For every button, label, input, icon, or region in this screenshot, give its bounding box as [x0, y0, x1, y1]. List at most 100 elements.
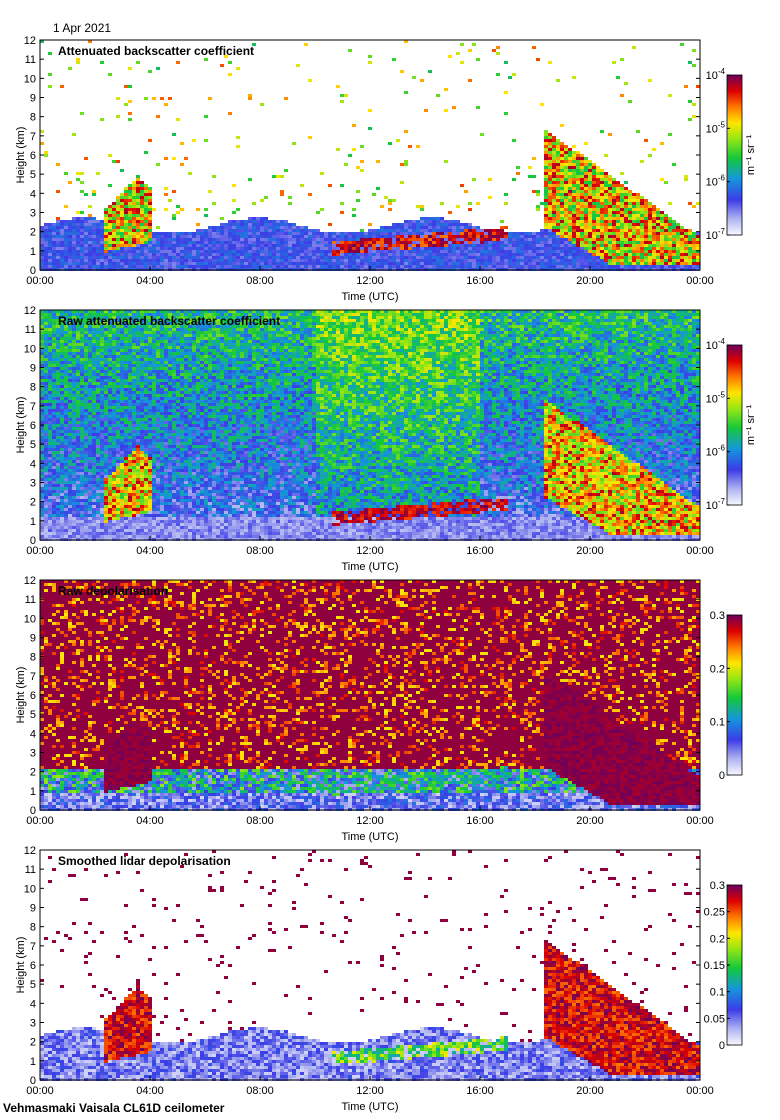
heatmap-cell: [96, 343, 100, 346]
heatmap-cell: [556, 265, 560, 268]
heatmap-cell: [88, 391, 92, 394]
heatmap-cell: [688, 100, 692, 103]
heatmap-cell: [312, 235, 316, 238]
heatmap-cell: [48, 355, 52, 358]
heatmap-cell: [608, 175, 612, 178]
heatmap-cell: [580, 247, 584, 250]
heatmap-cell: [476, 58, 480, 61]
heatmap-cell: [680, 250, 684, 253]
heatmap-cell: [500, 247, 504, 250]
heatmap-cell: [96, 382, 100, 385]
heatmap-cell: [572, 151, 576, 154]
heatmap-cell: [72, 355, 76, 358]
heatmap-cell: [40, 232, 44, 235]
heatmap-cell: [600, 199, 604, 202]
heatmap-cell: [524, 259, 528, 262]
heatmap-cell: [144, 229, 148, 232]
heatmap-cell: [232, 265, 236, 268]
heatmap-cell: [344, 265, 348, 268]
heatmap-cell: [44, 379, 48, 382]
heatmap-cell: [60, 475, 64, 478]
heatmap-cell: [60, 472, 64, 475]
heatmap-cell: [72, 493, 76, 496]
heatmap-cell: [688, 235, 692, 238]
heatmap-cell: [68, 328, 72, 331]
heatmap-cell: [568, 229, 572, 232]
heatmap-cell: [388, 250, 392, 253]
heatmap-cell: [132, 199, 136, 202]
heatmap-cell: [308, 253, 312, 256]
heatmap-cell: [484, 235, 488, 238]
heatmap-cell: [152, 256, 156, 259]
heatmap-cell: [276, 223, 280, 226]
heatmap-cell: [644, 241, 648, 244]
heatmap-cell: [192, 244, 196, 247]
heatmap-cell: [648, 217, 652, 220]
heatmap-cell: [584, 223, 588, 226]
heatmap-cell: [548, 190, 552, 193]
heatmap-cell: [692, 64, 696, 67]
heatmap-cell: [44, 385, 48, 388]
heatmap-cell: [92, 232, 96, 235]
heatmap-cell: [136, 178, 140, 181]
heatmap-cell: [128, 202, 132, 205]
heatmap-cell: [652, 226, 656, 229]
heatmap-cell: [80, 397, 84, 400]
heatmap-cell: [556, 181, 560, 184]
heatmap-cell: [60, 238, 64, 241]
heatmap-cell: [80, 508, 84, 511]
heatmap-cell: [216, 256, 220, 259]
heatmap-cell: [72, 400, 76, 403]
heatmap-cell: [592, 238, 596, 241]
heatmap-cell: [92, 226, 96, 229]
heatmap-cell: [140, 256, 144, 259]
heatmap-cell: [76, 259, 80, 262]
heatmap-cell: [212, 250, 216, 253]
heatmap-cell: [584, 205, 588, 208]
heatmap-cell: [56, 364, 60, 367]
heatmap-cell: [184, 265, 188, 268]
heatmap-cell: [580, 244, 584, 247]
heatmap-cell: [364, 235, 368, 238]
heatmap-cell: [156, 265, 160, 268]
heatmap-cell: [544, 139, 548, 142]
heatmap-cell: [48, 238, 52, 241]
heatmap-cell: [648, 229, 652, 232]
heatmap-cell: [104, 406, 108, 409]
heatmap-cell: [76, 352, 80, 355]
heatmap-cell: [120, 217, 124, 220]
heatmap-cell: [44, 508, 48, 511]
heatmap-cell: [504, 241, 508, 244]
heatmap-cell: [88, 364, 92, 367]
heatmap-cell: [48, 73, 52, 76]
heatmap-cell: [308, 235, 312, 238]
heatmap-cell: [472, 244, 476, 247]
heatmap-cell: [104, 358, 108, 361]
heatmap-cell: [496, 265, 500, 268]
heatmap-cell: [56, 490, 60, 493]
heatmap-cell: [160, 253, 164, 256]
heatmap-cell: [528, 238, 532, 241]
heatmap-cell: [80, 436, 84, 439]
heatmap-cell: [48, 502, 52, 505]
heatmap-cell: [272, 175, 276, 178]
heatmap-cell: [480, 256, 484, 259]
heatmap-cell: [92, 475, 96, 478]
heatmap-cell: [60, 517, 64, 520]
heatmap-cell: [124, 211, 128, 214]
heatmap-cell: [48, 481, 52, 484]
heatmap-cell: [84, 511, 88, 514]
heatmap-cell: [556, 154, 560, 157]
heatmap-cell: [292, 223, 296, 226]
heatmap-cell: [608, 133, 612, 136]
heatmap-cell: [428, 238, 432, 241]
heatmap-cell: [292, 232, 296, 235]
heatmap-cell: [504, 247, 508, 250]
heatmap-cell: [420, 244, 424, 247]
heatmap-cell: [300, 241, 304, 244]
heatmap-cell: [80, 259, 84, 262]
heatmap-cell: [692, 256, 696, 259]
heatmap-cell: [524, 262, 528, 265]
heatmap-cell: [608, 181, 612, 184]
heatmap-cell: [500, 256, 504, 259]
